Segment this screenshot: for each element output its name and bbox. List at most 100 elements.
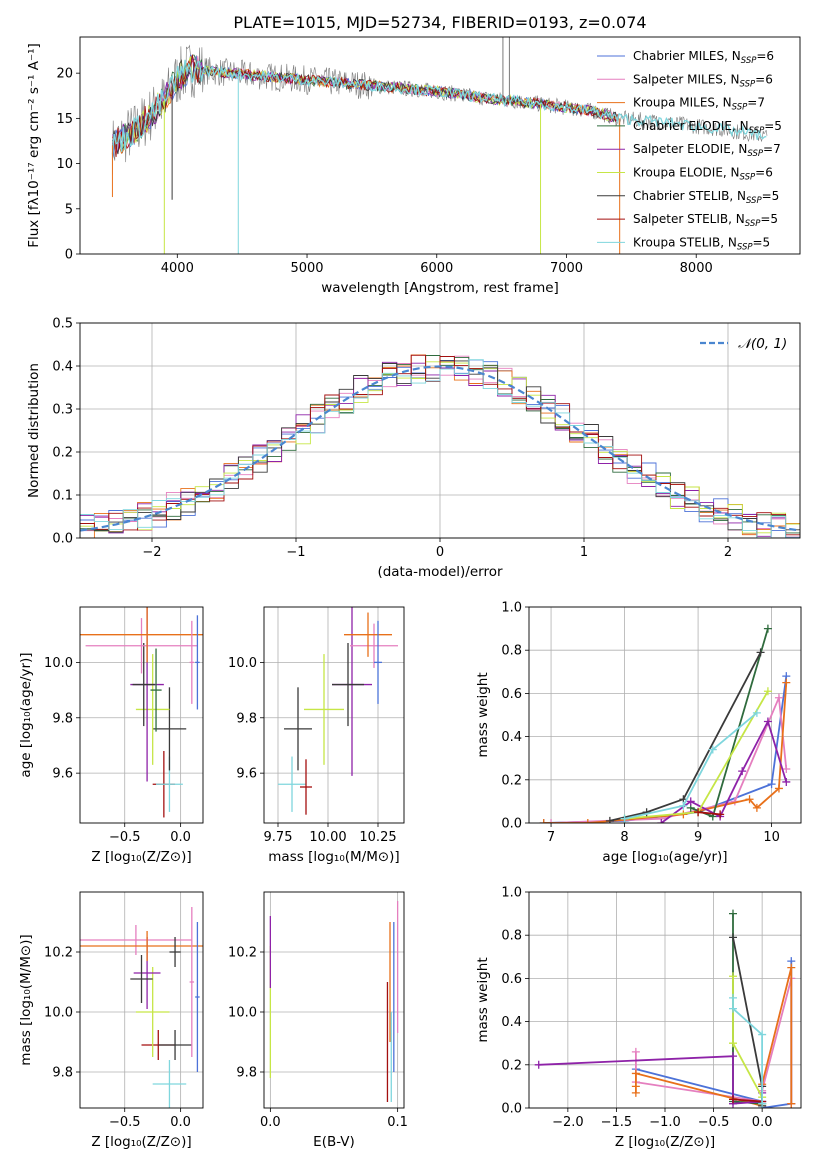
weight-point	[605, 816, 614, 823]
weight-point	[657, 819, 666, 823]
axes-frame	[79, 891, 204, 1109]
panel-spectrum: 4000 5000 6000 7000 8000 0 5 10 15 20 wavelength […	[26, 36, 801, 296]
legend-label: Kroupa MILES, NSSP=7	[633, 96, 765, 113]
y-tick-label: 20	[56, 67, 73, 82]
x-tick-label: −2.0	[552, 1115, 584, 1130]
legend: 𝒩(0, 1)	[700, 336, 787, 352]
weight-point	[729, 1052, 737, 1061]
y-tick-label: 10.0	[44, 656, 73, 671]
y-tick-label: 9.8	[236, 1066, 257, 1081]
y-tick-label: 0.1	[52, 489, 73, 504]
weight-point	[631, 1047, 640, 1056]
weight-point	[774, 693, 783, 702]
weight-point	[729, 1039, 737, 1048]
y-tick-label: 10	[56, 157, 73, 172]
weight-line-darkred	[732, 1098, 763, 1103]
y-tick-label: 1.0	[501, 886, 522, 901]
x-axis-label: mass [log₁₀(M/M⊙)]	[268, 849, 399, 865]
legend-label: Chabrier ELODIE, NSSP=5	[633, 119, 782, 136]
y-tick-label: 0.4	[501, 1015, 522, 1030]
axes-frame	[528, 891, 802, 1109]
y-tick-label: 10.2	[228, 946, 257, 961]
y-tick-label: 0.2	[52, 446, 73, 461]
y-axis-label: Flux [fλ10⁻¹⁷ erg cm⁻² s⁻¹ A⁻¹]	[26, 43, 42, 248]
y-tick-label: 0.3	[52, 403, 73, 418]
weight-point	[729, 993, 737, 1002]
weight-point	[583, 819, 592, 823]
x-axis-label: Z [log₁₀(Z/Z⊙)]	[91, 849, 191, 865]
weight-point	[782, 678, 791, 687]
x-axis-label: wavelength [Angstrom, rest frame]	[321, 280, 559, 296]
weight-point	[738, 767, 747, 776]
weight-point	[752, 708, 761, 717]
legend-label: Salpeter STELIB, NSSP=5	[633, 212, 778, 229]
weight-point	[729, 1004, 737, 1013]
x-tick-label: 0	[436, 545, 444, 560]
model-line-cyan	[111, 59, 767, 155]
weight-point	[763, 717, 772, 726]
panel-residual-histogram: −2 −1 0 1 2 0.0 0.1 0.2 0.3 0.4 0.5 (data-model)/er…	[26, 317, 801, 580]
y-tick-label: 9.6	[52, 767, 73, 782]
weight-point	[708, 745, 717, 754]
figure-title: PLATE=1015, MJD=52734, FIBERID=0193, z=0…	[233, 13, 646, 32]
legend-label: Kroupa STELIB, NSSP=5	[633, 235, 770, 252]
y-axis-label: age [log₁₀(age/yr)]	[18, 652, 34, 777]
weight-point	[679, 801, 688, 810]
weight-point	[686, 797, 695, 806]
plot-area	[80, 607, 203, 818]
weight-point	[763, 687, 772, 696]
legend-label: Chabrier STELIB, NSSP=5	[633, 189, 779, 206]
y-tick-label: 10.0	[228, 1006, 257, 1021]
axes-frame	[263, 891, 405, 1109]
weight-point	[631, 1082, 640, 1091]
plot-area	[539, 624, 791, 823]
y-tick-label: 10.2	[44, 946, 73, 961]
axes-frame	[263, 606, 405, 824]
x-tick-label: 0.0	[260, 1115, 281, 1130]
weight-point	[642, 808, 651, 817]
y-tick-label: 10.0	[44, 1006, 73, 1021]
weight-point	[729, 909, 737, 918]
x-tick-label: 7000	[550, 261, 583, 276]
weight-point	[716, 810, 725, 819]
legend-label: Kroupa ELODIE, NSSP=6	[633, 166, 773, 183]
x-tick-label: 10.25	[359, 830, 396, 845]
axes-frame	[79, 36, 801, 255]
y-tick-label: 0.6	[501, 687, 522, 702]
x-axis-label: age [log₁₀(age/yr)]	[602, 849, 727, 865]
y-tick-label: 0.5	[52, 317, 73, 332]
x-tick-label: 9	[694, 830, 702, 845]
plot-area	[80, 354, 800, 538]
x-tick-label: −0.5	[698, 1115, 730, 1130]
y-tick-label: 9.6	[236, 767, 257, 782]
x-tick-label: −1.0	[649, 1115, 681, 1130]
panel-mass-weight-vs-z: −2.0 −1.5 −1.0 −0.5 0.0 0.0 0.2 0.4 0.6 0.8 1.0 Z […	[475, 886, 802, 1150]
weight-point	[758, 1030, 767, 1039]
weight-point	[745, 795, 754, 804]
x-tick-label: 10.00	[309, 830, 346, 845]
x-tick-label: 0.0	[170, 1115, 191, 1130]
weight-point	[729, 972, 737, 981]
y-tick-label: 0.4	[501, 730, 522, 745]
model-line-darkred	[112, 54, 618, 158]
x-tick-label: −1.5	[601, 1115, 633, 1130]
y-tick-label: 5	[65, 202, 73, 217]
histogram-cyan	[80, 359, 800, 538]
weight-point	[782, 765, 791, 773]
weight-point	[758, 1099, 767, 1108]
panel-mass-vs-z: −0.5 0.0 9.8 10.0 10.2 Z [log₁₀(Z/Z⊙)] mass [l…	[18, 891, 204, 1150]
legend-label: Chabrier MILES, NSSP=6	[633, 49, 774, 66]
x-tick-label: 8000	[680, 261, 713, 276]
weight-point	[774, 784, 783, 793]
x-tick-label: 6000	[420, 261, 453, 276]
plot-area	[80, 907, 203, 1108]
x-tick-label: 0.0	[170, 830, 191, 845]
axes-frame	[79, 322, 801, 539]
weight-point	[547, 819, 556, 823]
weight-line-yellowgreen	[732, 976, 763, 1098]
x-tick-label: 10	[763, 830, 780, 845]
y-tick-label: 0.6	[501, 972, 522, 987]
y-tick-label: 0.8	[501, 644, 522, 659]
weight-line-cyan	[732, 997, 763, 1104]
x-tick-label: 0.0	[752, 1115, 773, 1130]
